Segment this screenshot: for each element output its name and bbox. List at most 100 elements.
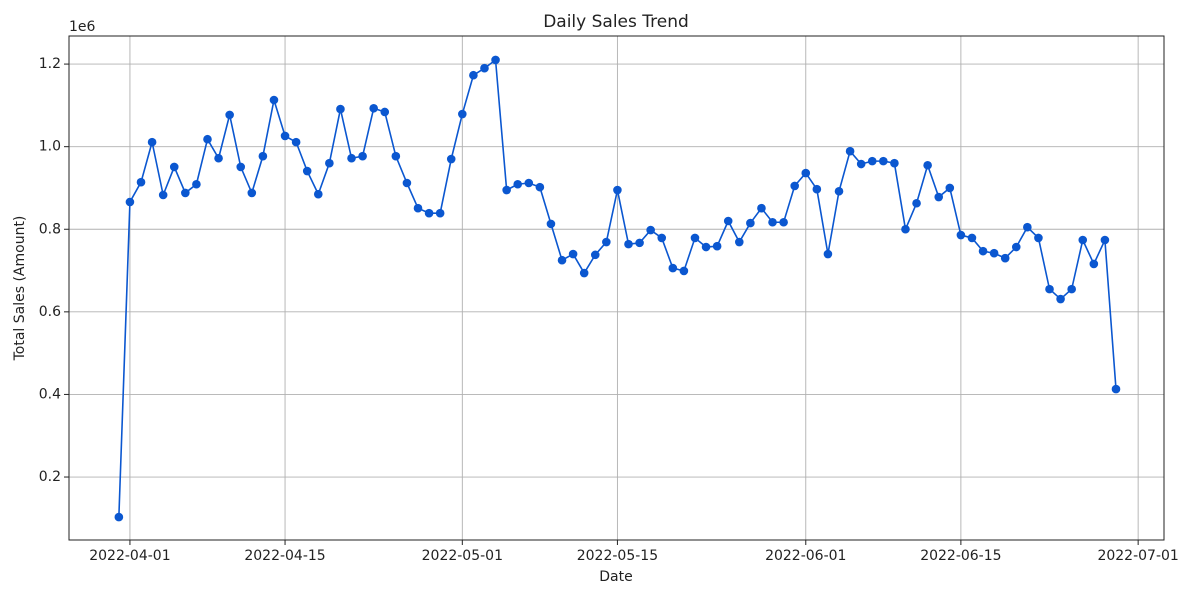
marker (136, 177, 146, 187)
marker (469, 70, 478, 80)
marker (325, 158, 334, 168)
marker (967, 233, 977, 243)
y-tick-label: 0.6 (39, 304, 61, 320)
marker (712, 241, 722, 251)
marker (723, 216, 733, 226)
marker (746, 218, 755, 228)
y-tick-label: 0.4 (39, 386, 61, 402)
marker (934, 192, 944, 202)
marker (679, 266, 689, 276)
marker (956, 230, 966, 240)
marker (125, 197, 135, 207)
marker (524, 178, 534, 188)
marker (879, 156, 888, 166)
marker (347, 153, 356, 163)
marker (978, 246, 988, 256)
x-tick-label: 2022-05-01 (422, 548, 503, 564)
marker (546, 219, 556, 229)
marker (458, 109, 467, 119)
marker (513, 179, 523, 189)
marker (1011, 242, 1021, 252)
marker (790, 181, 799, 191)
marker (668, 263, 678, 273)
marker (336, 104, 345, 114)
marker (169, 162, 179, 172)
marker (602, 237, 611, 247)
marker (624, 239, 633, 249)
marker (734, 237, 744, 247)
marker (203, 134, 212, 144)
marker (1000, 253, 1010, 263)
marker (690, 233, 700, 243)
y-tick-label: 0.2 (39, 469, 61, 485)
y-axis-label: Total Sales (Amount) (12, 216, 28, 362)
marker (391, 151, 401, 161)
chart-title: Daily Sales Trend (543, 12, 689, 32)
x-tick-label: 2022-07-01 (1097, 548, 1178, 564)
y-tick-label: 0.8 (39, 221, 61, 237)
marker (225, 110, 234, 120)
marker (912, 198, 921, 208)
y-offset-label: 1e6 (69, 19, 96, 35)
plot-frame (68, 35, 1165, 541)
marker (181, 188, 190, 198)
marker (313, 189, 323, 199)
marker (989, 248, 999, 258)
marker (779, 217, 788, 227)
marker (258, 151, 268, 161)
marker (114, 512, 124, 522)
marker (247, 188, 257, 198)
marker (1078, 235, 1088, 245)
marker (502, 185, 511, 195)
marker (1111, 384, 1121, 394)
marker (757, 203, 766, 213)
marker (291, 137, 301, 147)
marker (812, 184, 822, 194)
marker (236, 162, 246, 172)
marker (302, 166, 312, 176)
marker (480, 63, 489, 73)
marker (890, 158, 899, 168)
marker (845, 146, 855, 156)
marker (446, 154, 456, 164)
marker (358, 151, 367, 161)
marker (901, 224, 910, 234)
marker (1067, 284, 1076, 294)
marker (856, 159, 866, 169)
x-tick-label: 2022-06-15 (920, 548, 1001, 564)
marker (579, 268, 589, 278)
marker (435, 208, 445, 218)
y-tick-label: 1.2 (39, 56, 61, 72)
x-tick-label: 2022-04-01 (89, 548, 170, 564)
marker (613, 185, 622, 195)
marker (1034, 233, 1043, 243)
marker (834, 186, 844, 196)
marker (768, 217, 777, 227)
marker (590, 250, 600, 260)
marker (646, 225, 655, 235)
marker (1056, 294, 1065, 304)
marker (192, 179, 201, 189)
marker (1045, 284, 1054, 294)
marker (402, 178, 412, 188)
marker (635, 238, 644, 248)
marker (380, 107, 390, 117)
marker (923, 160, 932, 170)
marker (269, 95, 279, 105)
marker (1089, 259, 1099, 269)
marker (535, 182, 545, 192)
marker (280, 131, 290, 141)
x-tick-label: 2022-04-15 (244, 548, 325, 564)
marker (1023, 222, 1032, 232)
marker (823, 249, 833, 259)
marker (424, 208, 434, 218)
marker (945, 183, 955, 193)
marker (491, 55, 500, 65)
marker (557, 255, 567, 265)
marker (1100, 235, 1110, 245)
x-tick-label: 2022-05-15 (577, 548, 658, 564)
marker (657, 233, 667, 243)
marker (147, 137, 157, 147)
